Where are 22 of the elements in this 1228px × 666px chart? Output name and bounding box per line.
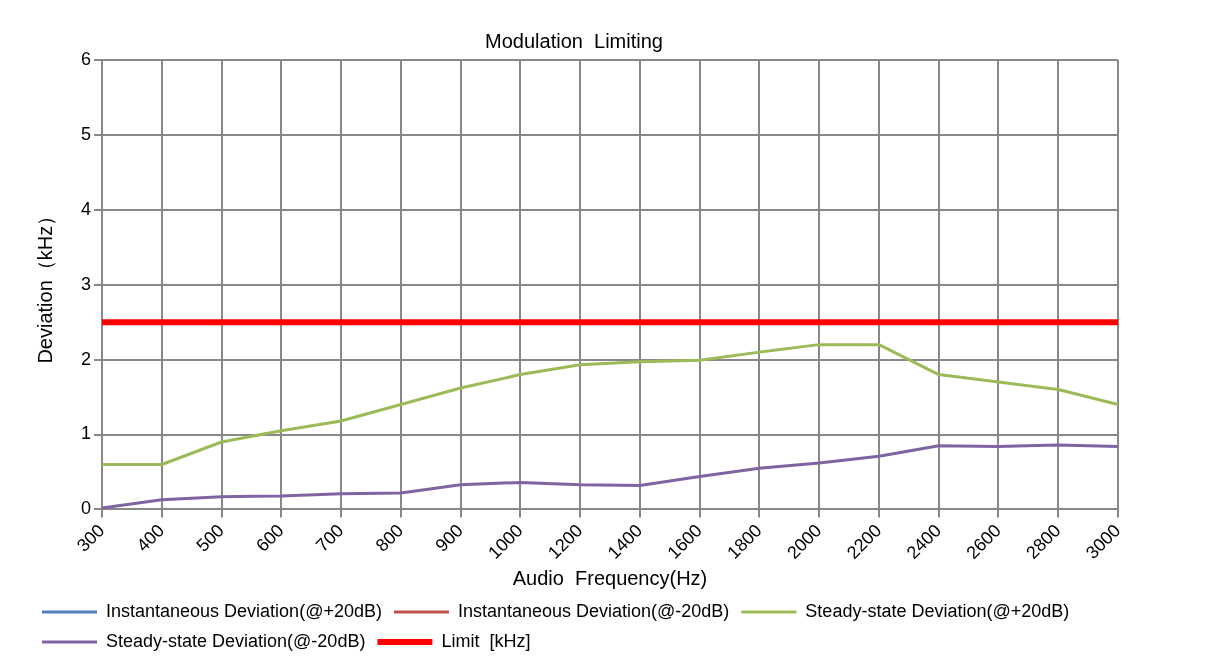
legend-label: Instantaneous Deviation(@+20dB) (106, 600, 382, 621)
y-tick-label: 6 (81, 48, 92, 69)
y-tick-label: 5 (81, 123, 92, 144)
y-tick-label: 1 (81, 423, 92, 444)
x-tick-label: 600 (252, 520, 288, 556)
x-axis-title: Audio Frequency(Hz) (512, 566, 708, 589)
x-tick-label: 700 (312, 520, 348, 556)
x-tick-label: 300 (72, 520, 109, 556)
y-tick-label: 3 (81, 273, 92, 294)
x-tick-label: 800 (371, 520, 408, 556)
chart-title: Modulation Limiting (485, 29, 663, 52)
legend-label: Steady-state Deviation(@+20dB) (805, 600, 1070, 621)
y-tick-label: 0 (81, 498, 92, 519)
y-axis-title: Deviation（kHz） (33, 205, 56, 364)
x-tick-label: 900 (431, 520, 467, 556)
x-tick-label: 400 (132, 520, 169, 556)
legend-label: Instantaneous Deviation(@-20dB) (457, 600, 730, 621)
legend-label: Limit [kHz] (441, 630, 531, 651)
legend-label: Steady-state Deviation(@-20dB) (106, 630, 366, 651)
y-tick-label: 4 (81, 198, 92, 219)
y-tick-label: 2 (81, 348, 92, 369)
x-tick-label: 500 (192, 520, 228, 556)
